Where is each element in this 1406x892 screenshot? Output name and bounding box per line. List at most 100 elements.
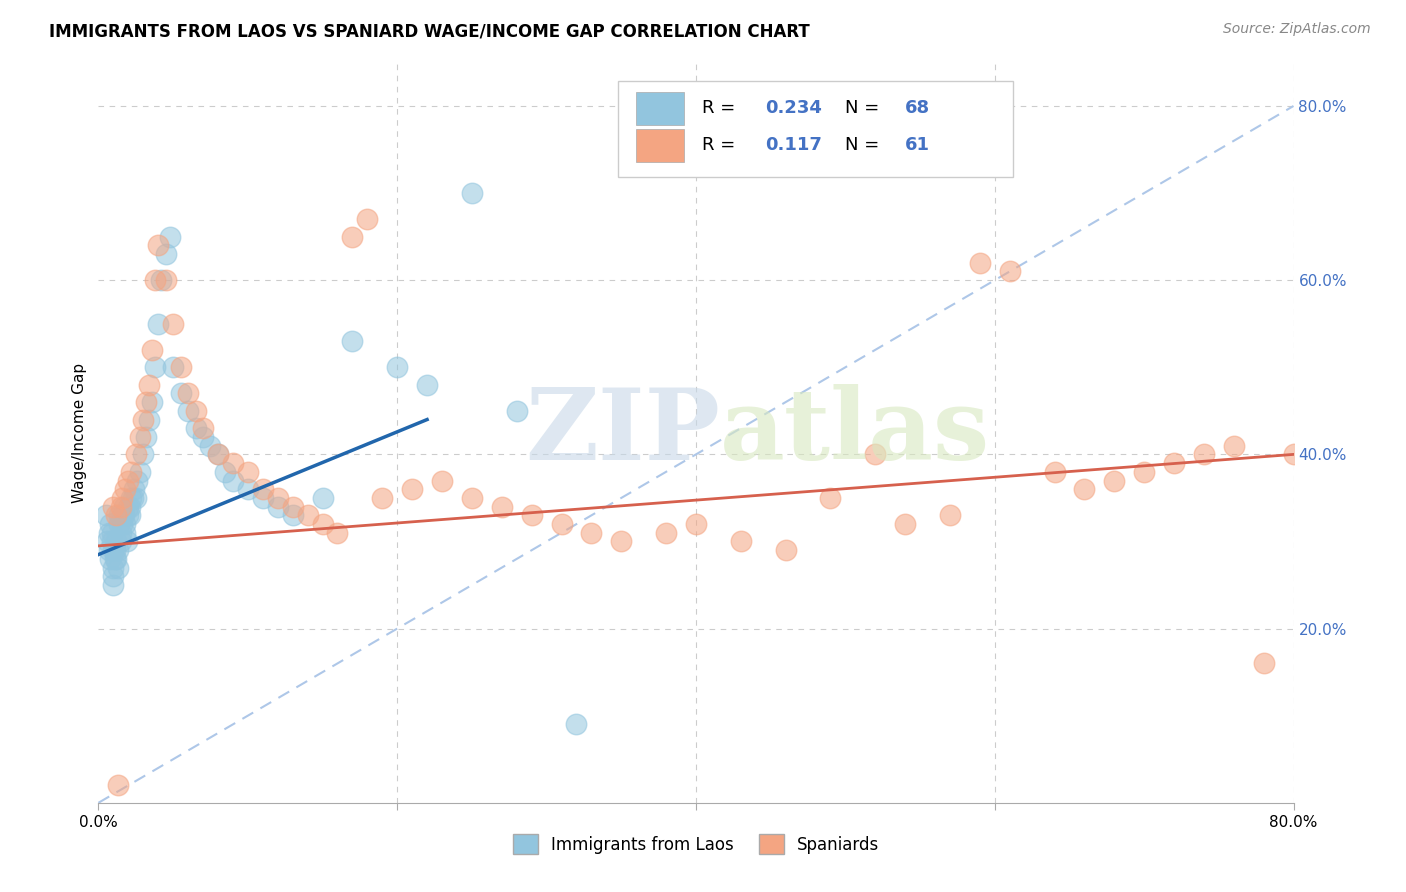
Point bbox=[356, 212, 378, 227]
Point bbox=[155, 273, 177, 287]
Point bbox=[581, 525, 603, 540]
Point bbox=[177, 386, 200, 401]
Point bbox=[103, 560, 125, 574]
Point bbox=[461, 491, 484, 505]
Point bbox=[1223, 439, 1246, 453]
Point bbox=[169, 386, 191, 401]
Point bbox=[135, 430, 157, 444]
Point bbox=[98, 517, 122, 532]
Point bbox=[191, 421, 214, 435]
Point bbox=[108, 508, 131, 523]
FancyBboxPatch shape bbox=[637, 92, 685, 126]
Y-axis label: Wage/Income Gap: Wage/Income Gap bbox=[72, 362, 87, 503]
Point bbox=[342, 229, 364, 244]
Point bbox=[125, 447, 148, 461]
Point bbox=[281, 500, 304, 514]
FancyBboxPatch shape bbox=[619, 81, 1012, 178]
Point bbox=[1282, 447, 1305, 461]
Point bbox=[461, 186, 484, 200]
Point bbox=[177, 404, 200, 418]
Point bbox=[191, 430, 214, 444]
Text: N =: N = bbox=[845, 136, 886, 154]
Point bbox=[132, 412, 155, 426]
Text: atlas: atlas bbox=[720, 384, 990, 481]
Point bbox=[135, 395, 157, 409]
Point bbox=[104, 543, 127, 558]
Text: IMMIGRANTS FROM LAOS VS SPANIARD WAGE/INCOME GAP CORRELATION CHART: IMMIGRANTS FROM LAOS VS SPANIARD WAGE/IN… bbox=[49, 22, 810, 40]
Point bbox=[297, 508, 319, 523]
Text: N =: N = bbox=[845, 99, 886, 118]
Point bbox=[117, 508, 139, 523]
Point bbox=[114, 482, 136, 496]
Point bbox=[326, 525, 349, 540]
Point bbox=[252, 491, 274, 505]
Text: R =: R = bbox=[702, 136, 747, 154]
Point bbox=[132, 447, 155, 461]
Text: Source: ZipAtlas.com: Source: ZipAtlas.com bbox=[1223, 22, 1371, 37]
Point bbox=[114, 525, 136, 540]
Point bbox=[129, 430, 152, 444]
FancyBboxPatch shape bbox=[637, 129, 685, 162]
Point bbox=[98, 552, 122, 566]
Point bbox=[214, 465, 236, 479]
Point bbox=[107, 560, 129, 574]
Point bbox=[820, 491, 842, 505]
Point bbox=[184, 404, 207, 418]
Point bbox=[1073, 482, 1095, 496]
Point bbox=[416, 377, 439, 392]
Point bbox=[127, 474, 149, 488]
Point bbox=[101, 534, 124, 549]
Point bbox=[121, 491, 143, 505]
Text: 0.234: 0.234 bbox=[765, 99, 823, 118]
Point bbox=[565, 717, 588, 731]
Point bbox=[730, 534, 752, 549]
Point bbox=[550, 517, 572, 532]
Point bbox=[267, 500, 290, 514]
Point bbox=[1163, 456, 1185, 470]
Point bbox=[685, 517, 707, 532]
Point bbox=[1253, 657, 1275, 671]
Point bbox=[107, 543, 129, 558]
Point bbox=[138, 412, 160, 426]
Point bbox=[101, 525, 124, 540]
Point bbox=[385, 360, 409, 375]
Point bbox=[143, 360, 166, 375]
Point bbox=[998, 264, 1021, 278]
Point bbox=[939, 508, 962, 523]
Point bbox=[200, 439, 222, 453]
Point bbox=[491, 500, 513, 514]
Text: 0.117: 0.117 bbox=[765, 136, 823, 154]
Point bbox=[222, 456, 245, 470]
Point bbox=[112, 500, 135, 514]
Point bbox=[141, 395, 163, 409]
Point bbox=[150, 273, 173, 287]
Point bbox=[111, 491, 134, 505]
Point bbox=[252, 482, 274, 496]
Point bbox=[148, 317, 170, 331]
Point bbox=[110, 534, 132, 549]
Point bbox=[222, 474, 245, 488]
Point bbox=[103, 578, 125, 592]
Point bbox=[169, 360, 191, 375]
Point bbox=[371, 491, 394, 505]
Point bbox=[865, 447, 887, 461]
Point bbox=[97, 543, 120, 558]
Point bbox=[267, 491, 290, 505]
Point bbox=[401, 482, 423, 496]
Point bbox=[143, 273, 166, 287]
Text: 68: 68 bbox=[905, 99, 931, 118]
Point bbox=[105, 534, 128, 549]
Point bbox=[236, 482, 259, 496]
Point bbox=[96, 534, 118, 549]
Point bbox=[1192, 447, 1215, 461]
Point bbox=[342, 334, 364, 348]
Text: 61: 61 bbox=[905, 136, 931, 154]
Point bbox=[120, 465, 142, 479]
Point bbox=[107, 778, 129, 792]
Point bbox=[111, 508, 134, 523]
Text: ZIP: ZIP bbox=[524, 384, 720, 481]
Point bbox=[155, 247, 177, 261]
Point bbox=[969, 256, 991, 270]
Point bbox=[120, 491, 142, 505]
Point bbox=[207, 447, 229, 461]
